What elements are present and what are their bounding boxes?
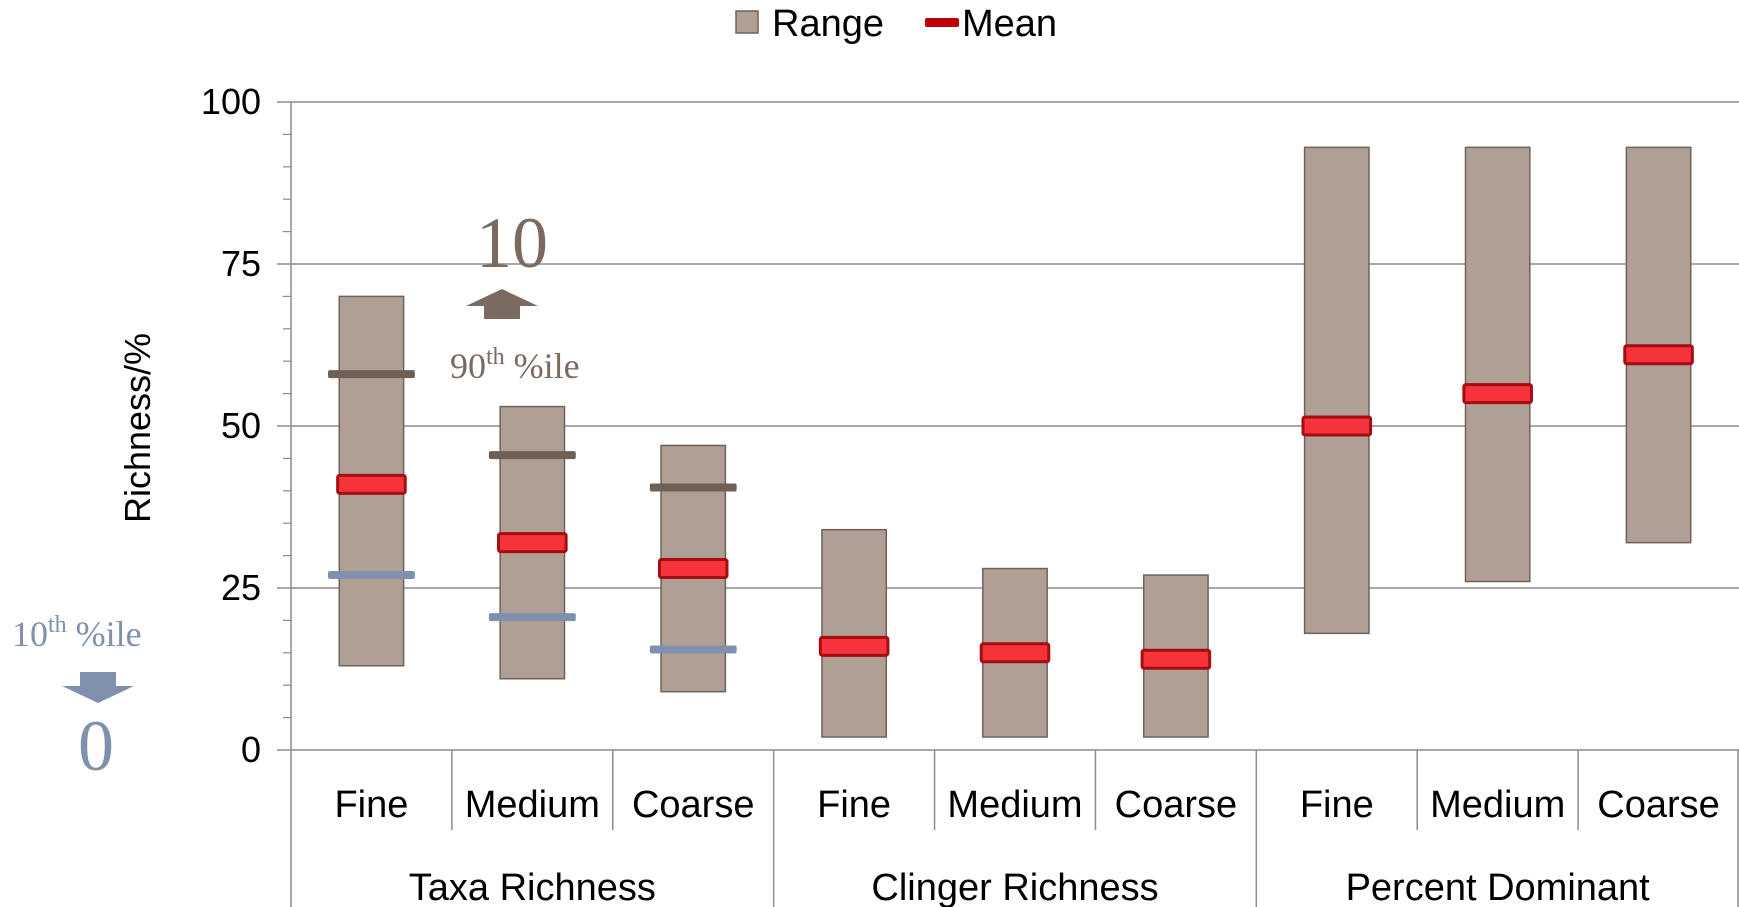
range-bar	[1303, 146, 1370, 635]
y-tick-label: 75	[221, 243, 261, 284]
p10-label: 10th %ile	[12, 612, 142, 654]
group-label: Percent Dominant	[1346, 867, 1651, 907]
percentile-lines	[328, 370, 737, 654]
p90-value: 10	[476, 203, 548, 283]
y-axis-title: Richness/%	[117, 333, 158, 523]
mean-marker	[497, 532, 568, 554]
category-label: Medium	[947, 784, 1082, 826]
category-label: Fine	[817, 784, 891, 826]
p90-line	[328, 370, 415, 379]
mean-marker	[336, 473, 407, 495]
p10-line	[649, 645, 737, 654]
axes	[277, 101, 1739, 907]
range-bar	[1464, 146, 1531, 583]
mean-markers	[336, 344, 1694, 670]
mean-marker	[1462, 383, 1533, 405]
category-label: Medium	[1430, 784, 1565, 826]
legend-mean-swatch	[925, 18, 959, 27]
p10-line	[328, 571, 415, 580]
group-label: Clinger Richness	[871, 867, 1158, 907]
p90-line	[649, 483, 737, 492]
category-label: Fine	[334, 784, 408, 826]
y-tick-label: 100	[201, 81, 261, 122]
y-tick-label: 25	[221, 567, 261, 608]
p10-line	[488, 613, 576, 622]
legend-range-label: Range	[772, 3, 884, 45]
category-label: Medium	[465, 784, 600, 826]
category-label: Coarse	[1597, 784, 1720, 826]
p90-annotation: 10 90th %ile	[450, 203, 580, 386]
mean-marker	[657, 558, 729, 580]
category-label: Coarse	[1115, 784, 1238, 826]
p10-annotation: 10th %ile 0	[12, 612, 142, 786]
group-label: Taxa Richness	[409, 867, 656, 907]
mean-marker	[818, 635, 890, 657]
p90-line	[488, 451, 576, 460]
mean-marker	[979, 642, 1051, 664]
legend-range-swatch	[735, 10, 759, 34]
y-tick-label: 50	[221, 405, 261, 446]
p10-value: 0	[78, 706, 114, 786]
p90-label: 90th %ile	[450, 344, 580, 386]
category-label: Coarse	[632, 784, 755, 826]
labels: 0 25 50 75 100 Fine Medium Coarse Taxa Richness F…	[201, 81, 1720, 907]
legend: Range Mean	[735, 3, 1057, 45]
down-arrow-icon	[62, 672, 134, 703]
y-tick-label: 0	[241, 729, 261, 770]
mean-marker	[1140, 648, 1212, 670]
mean-marker	[1301, 415, 1373, 437]
category-label: Fine	[1300, 784, 1374, 826]
up-arrow-icon	[466, 289, 538, 319]
legend-mean-label: Mean	[962, 3, 1057, 45]
mean-marker	[1623, 344, 1694, 366]
range-bar	[821, 528, 888, 738]
